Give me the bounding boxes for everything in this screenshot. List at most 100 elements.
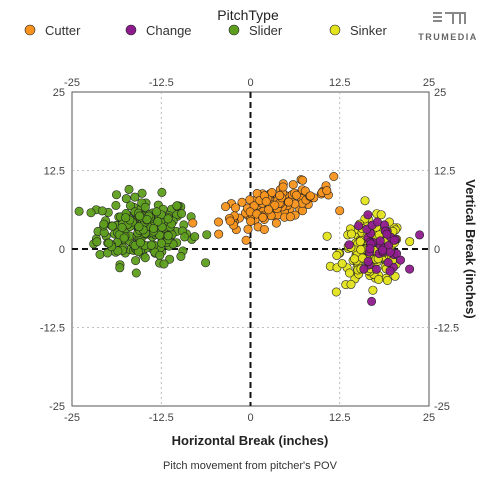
point-sinker [368,285,378,295]
point-slider [172,201,182,211]
point-slider [121,194,131,204]
point-change [354,221,364,231]
x-tick-label-top: 25 [423,77,435,89]
x-tick-label-top: 0 [247,77,253,89]
point-slider [163,231,173,241]
x-tick-label-bottom: -25 [64,412,80,424]
point-cutter [214,217,224,227]
y-axis-label: Vertical Break (inches) [463,179,478,318]
point-slider [180,232,190,242]
point-slider [99,219,109,229]
point-change [395,255,405,265]
point-sinker [344,268,354,278]
point-slider [107,221,117,231]
point-sinker [349,254,359,264]
x-tick-label-bottom: 25 [423,412,435,424]
y-tick-label-left: 12.5 [44,166,65,178]
legend-label-cutter: Cutter [45,23,81,38]
point-change [383,257,393,267]
point-slider [115,263,125,273]
y-tick-label-left: 25 [53,87,65,99]
y-tick-label-right: -25 [434,401,450,413]
point-slider [121,213,131,223]
legend: Cutter Change Slider Sinker [24,23,388,38]
point-cutter [261,197,271,207]
point-change [365,244,375,254]
point-slider [131,268,141,278]
point-slider [142,215,152,225]
point-slider [124,184,134,194]
point-slider [176,251,186,261]
legend-marker-slider [228,24,240,36]
data-points [74,172,425,306]
point-slider [131,256,141,266]
x-tick-label-top: -25 [64,77,80,89]
point-cutter [285,212,295,222]
legend-title: PitchType [217,7,279,23]
point-slider [153,217,163,227]
point-change [363,210,373,220]
plot-area [71,91,430,407]
point-slider [92,237,102,247]
point-slider [135,211,145,221]
point-cutter [297,206,307,216]
point-cutter [275,191,285,201]
y-tick-label-left: -25 [49,401,65,413]
point-sinker [355,237,365,247]
series-change [344,210,425,306]
point-change [363,256,373,266]
point-change [371,264,381,274]
y-tick-label-left: 0 [59,244,65,256]
point-slider [149,224,159,234]
point-cutter [221,202,231,212]
point-cutter [263,205,273,215]
x-axis-label: Horizontal Break (inches) [172,433,329,448]
point-slider [163,214,173,224]
point-slider [97,206,107,216]
point-slider [157,187,167,197]
point-slider [134,222,144,232]
trumedia-logo: TRUMEDIA [418,12,478,42]
brand-name: TRUMEDIA [418,32,478,42]
point-slider [111,200,121,210]
x-tick-label-bottom: -12.5 [149,412,174,424]
point-cutter [298,175,308,185]
point-change [415,230,425,240]
point-sinker [322,231,332,241]
point-slider [202,230,212,240]
point-cutter [291,190,301,200]
point-cutter [246,216,256,226]
point-slider [177,209,187,219]
point-slider [157,238,167,248]
point-cutter [335,206,345,216]
x-tick-label-bottom: 0 [247,412,253,424]
point-change [359,264,369,274]
point-cutter [284,197,294,207]
point-change [389,235,399,245]
legend-marker-sinker [329,24,341,36]
point-cutter [267,188,277,198]
point-cutter [214,229,224,239]
point-slider [190,232,200,242]
point-cutter [237,197,247,207]
point-slider [112,190,122,200]
point-cutter [231,203,241,213]
point-slider [104,238,114,248]
legend-label-change: Change [146,23,192,38]
point-sinker [346,279,356,289]
point-sinker [382,275,392,285]
legend-label-slider: Slider [249,23,283,38]
point-cutter [243,224,253,234]
point-slider [159,259,169,269]
point-sinker [360,196,370,206]
legend-marker-change [125,24,137,36]
point-slider [140,253,150,263]
point-cutter [288,180,298,190]
chart-caption: Pitch movement from pitcher's POV [163,460,338,472]
point-change [382,229,392,239]
point-cutter [259,225,269,235]
point-change [344,240,354,250]
point-change [367,296,377,306]
